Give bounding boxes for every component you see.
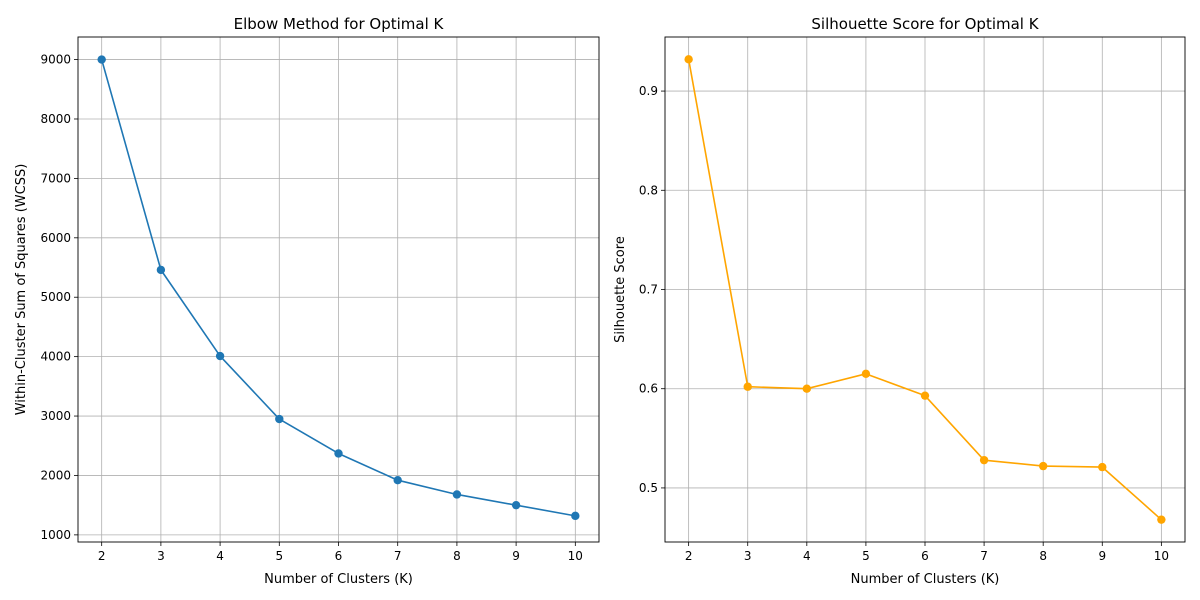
- x-tick-label: 8: [453, 549, 461, 563]
- data-point: [743, 382, 752, 391]
- x-tick-label: 2: [98, 549, 106, 563]
- y-tick-label: 9000: [40, 53, 71, 67]
- data-point: [1098, 462, 1107, 472]
- y-tick-label: 3000: [40, 409, 71, 423]
- x-tick-label: 10: [568, 549, 583, 563]
- x-tick-label: 9: [1098, 549, 1106, 563]
- x-tick-label: 3: [744, 549, 752, 563]
- y-axis-label: Silhouette Score: [613, 236, 628, 343]
- x-tick-label: 9: [512, 549, 520, 563]
- y-tick-label: 0.6: [639, 382, 658, 396]
- x-tick-label: 5: [862, 549, 870, 563]
- y-tick-label: 8000: [40, 112, 71, 126]
- data-point: [156, 265, 166, 275]
- y-tick-label: 5000: [40, 290, 71, 304]
- x-tick-label: 5: [275, 549, 283, 563]
- data-point: [802, 384, 812, 393]
- y-tick-label: 6000: [40, 231, 71, 245]
- x-tick-label: 6: [335, 549, 343, 563]
- x-tick-label: 10: [1154, 549, 1169, 563]
- y-tick-label: 4000: [40, 350, 71, 364]
- x-tick-label: 6: [921, 549, 929, 563]
- x-tick-label: 4: [803, 549, 811, 563]
- y-tick-label: 2000: [40, 468, 71, 482]
- plot-frame: [664, 36, 1186, 543]
- x-tick-label: 7: [394, 549, 402, 563]
- y-tick-label: 1000: [40, 528, 71, 542]
- chart-title: Silhouette Score for Optimal K: [811, 15, 1039, 33]
- silhouette-chart: 2 3 4 5 6 7 8 9 10 0.5 0.6 0.7 0.8 0.9 Silhouette Scor…: [613, 15, 1186, 587]
- y-tick-label: 0.9: [639, 84, 658, 98]
- y-tick-label: 0.8: [639, 183, 658, 197]
- y-tick-label: 7000: [40, 171, 71, 185]
- plot-frame: [77, 36, 600, 543]
- data-point: [920, 391, 930, 400]
- x-axis-label: Number of Clusters (K): [851, 572, 1000, 587]
- data-point: [393, 476, 402, 485]
- y-tick-label: 0.7: [639, 283, 658, 297]
- data-point: [334, 449, 343, 458]
- data-point: [511, 500, 521, 510]
- grid: [78, 37, 599, 542]
- data-point: [861, 369, 871, 379]
- data-point: [1038, 461, 1048, 471]
- data-point: [684, 55, 693, 64]
- elbow-chart: 2 3 4 5 6 7 8 9 10 1000 2000 3000 4000 5000 6000 7000 80…: [14, 15, 600, 587]
- x-axis-label: Number of Clusters (K): [264, 572, 413, 587]
- y-axis-label: Within-Cluster Sum of Squares (WCSS): [14, 164, 29, 416]
- data-point: [571, 511, 580, 521]
- x-tick-label: 3: [157, 549, 165, 563]
- x-tick-label: 7: [980, 549, 988, 563]
- chart-title: Elbow Method for Optimal K: [234, 15, 445, 33]
- data-point: [215, 351, 225, 361]
- grid: [665, 37, 1185, 542]
- data-point: [275, 414, 284, 424]
- x-tick-label: 4: [216, 549, 224, 563]
- x-tick-label: 2: [685, 549, 693, 563]
- data-point: [97, 55, 106, 64]
- data-point: [452, 490, 462, 499]
- data-point: [979, 455, 989, 465]
- data-point: [1157, 515, 1166, 524]
- x-tick-label: 8: [1039, 549, 1047, 563]
- y-tick-label: 0.5: [639, 481, 658, 495]
